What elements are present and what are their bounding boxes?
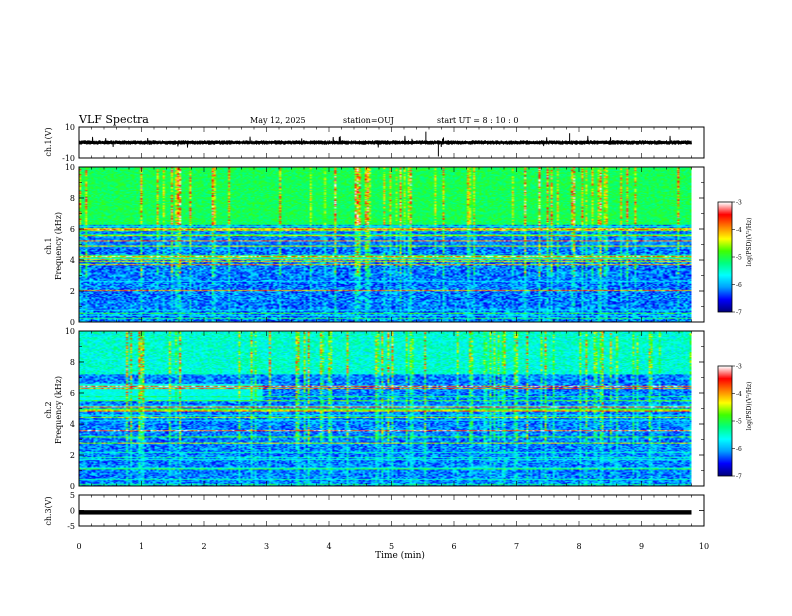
time-axis-tick-label: 5 [389, 542, 394, 551]
header-start-time: start UT = 8 : 10 : 0 [437, 116, 518, 125]
p4-ytick-label: 0 [70, 507, 75, 516]
cb2-tick-label: -3 [736, 364, 742, 371]
p2-ytick-label: 6 [70, 225, 75, 234]
ch1-colorbar-image [718, 202, 732, 312]
cb1-tick-label: -5 [736, 255, 742, 262]
ch2-colorbar-label: log(PSD)(V²/Hz) [746, 382, 753, 431]
header-date: May 12, 2025 [250, 116, 306, 125]
time-axis-tick-label: 1 [139, 542, 144, 551]
cb2-tick-label: -4 [736, 391, 742, 398]
time-axis-label: Time (min) [375, 550, 425, 561]
ch2-spectrogram-image [79, 331, 692, 486]
p2-frame [78, 166, 705, 323]
time-axis-tick-label: 0 [76, 542, 81, 551]
ch2-spectrogram-ylabel-line1: ch.2 [44, 401, 53, 418]
ch3-waveform-panel: 5 0 -5 [67, 491, 705, 531]
cb1-tick-label: -4 [736, 227, 742, 234]
p2-ytick-label: 2 [70, 287, 75, 296]
ch2-spectrogram-ylabel-line2: Frequency (kHz) [54, 376, 63, 444]
p2-ytick-label: 4 [70, 256, 75, 265]
p4-ytick-label: -5 [67, 522, 75, 531]
p3-ytick-label: 2 [70, 451, 75, 460]
p1-frame [78, 126, 705, 159]
figure-title: VLF Spectra [78, 113, 149, 126]
time-axis-tick-label: 9 [639, 542, 644, 551]
time-axis: 0 1 2 3 4 5 6 7 8 9 10 [76, 542, 709, 551]
p1-ytick-label: 10 [65, 123, 75, 132]
ch1-spectrogram-ylabel-line2: Frequency (kHz) [54, 212, 63, 280]
p2-ytick-label: 10 [65, 163, 75, 172]
cb2-tick-label: -5 [736, 419, 742, 426]
cb1-tick-label: -7 [736, 310, 742, 317]
p4-frame [78, 494, 705, 527]
cb1-tick-label: -6 [736, 282, 742, 289]
time-axis-tick-label: 4 [326, 542, 331, 551]
cb1-tick-label: -3 [736, 200, 742, 207]
ch1-colorbar: -3 -4 -5 -6 -7 [717, 200, 742, 317]
time-axis-tick-label: 8 [576, 542, 581, 551]
ch1-spectrogram-panel: 0 2 4 6 8 10 [65, 163, 705, 327]
ch2-spectrogram-panel: 0 2 4 6 8 10 [65, 327, 705, 491]
ch1-spectrogram-image [79, 167, 692, 322]
ch1-spectrogram-ylabel-line1: ch.1 [44, 237, 53, 254]
ch3-waveform-ylabel: ch.3(V) [44, 496, 53, 525]
ch1-waveform-ylabel: ch.1(V) [44, 127, 53, 156]
p2-ytick-label: 0 [70, 318, 75, 327]
p3-ytick-label: 10 [65, 327, 75, 336]
ch1-colorbar-label: log(PSD)(V²/Hz) [746, 218, 753, 267]
ch1-waveform-panel: 10 -10 [62, 123, 705, 163]
header-station: station=OUJ [343, 116, 394, 125]
p1-ytick-label: -10 [62, 154, 75, 163]
ch2-colorbar-image [718, 366, 732, 476]
ch3-waveform-trace [79, 510, 692, 515]
ch2-colorbar: -3 -4 -5 -6 -7 [717, 364, 742, 481]
time-axis-tick-label: 3 [264, 542, 269, 551]
p3-ytick-label: 4 [70, 420, 75, 429]
cb2-tick-label: -6 [736, 446, 742, 453]
p4-ytick-label: 5 [70, 491, 75, 500]
cb2-tick-label: -7 [736, 474, 742, 481]
time-axis-tick-label: 6 [451, 542, 456, 551]
p3-ytick-label: 6 [70, 389, 75, 398]
p2-ytick-label: 8 [70, 194, 75, 203]
time-axis-tick-label: 10 [699, 542, 709, 551]
time-axis-tick-label: 2 [201, 542, 206, 551]
time-axis-tick-label: 7 [514, 542, 519, 551]
ch1-waveform-trace [78, 135, 692, 148]
p3-frame [78, 330, 705, 487]
p3-ytick-label: 0 [70, 482, 75, 491]
p3-ytick-label: 8 [70, 358, 75, 367]
